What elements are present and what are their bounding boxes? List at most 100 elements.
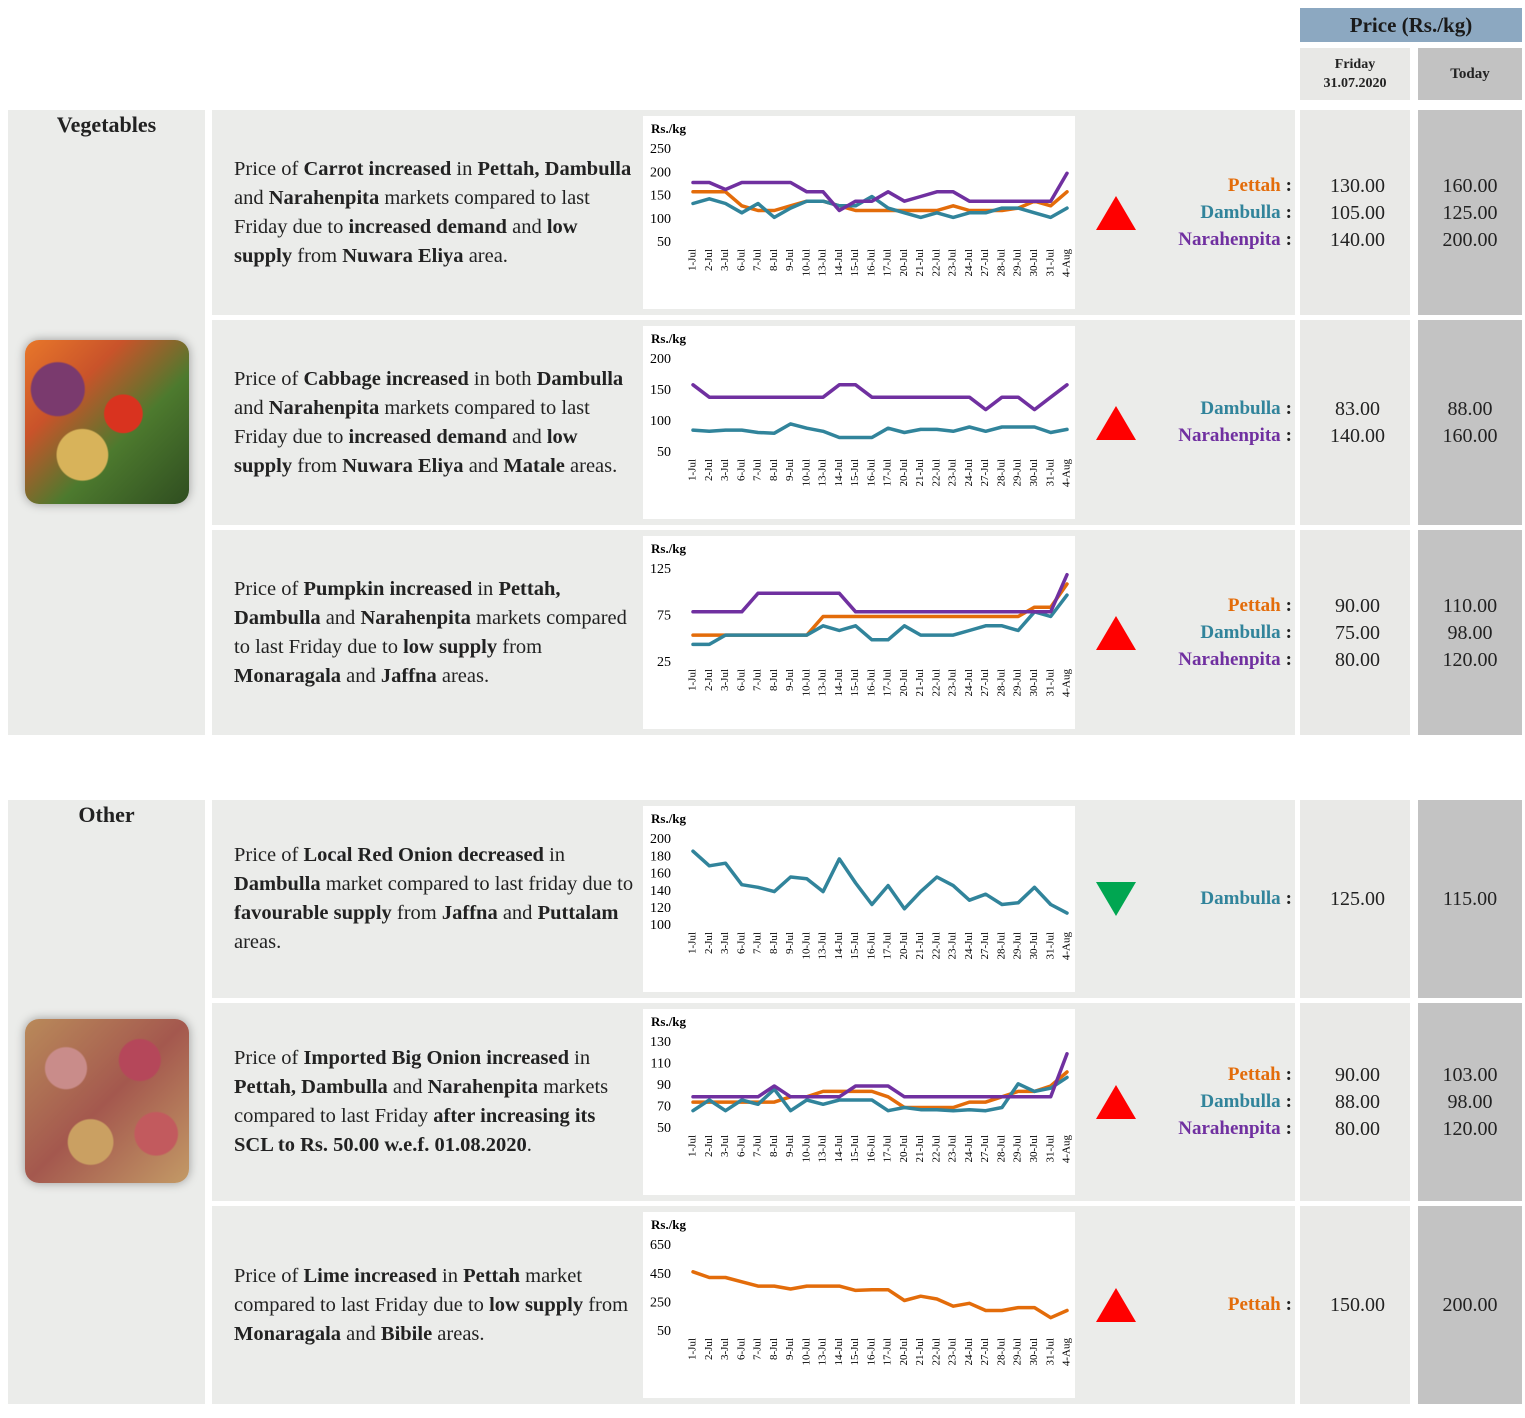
x-tick-label: 3-Jul	[719, 1135, 731, 1157]
x-tick-label: 24-Jul	[963, 249, 975, 277]
market-name: Dambulla	[1200, 888, 1280, 909]
x-tick-label: 22-Jul	[930, 459, 942, 487]
today-price: 110.00	[1418, 592, 1522, 620]
price-chart: Rs./kg25751251-Jul2-Jul3-Jul6-Jul7-Jul8-…	[643, 536, 1075, 729]
x-tick-label: 7-Jul	[752, 249, 764, 271]
text: and	[234, 187, 269, 209]
y-axis-label: Rs./kg	[651, 1217, 687, 1232]
bold-text: Matale	[503, 455, 564, 477]
y-tick-label: 250	[650, 142, 671, 157]
text: in	[437, 1265, 463, 1287]
x-tick-label: 20-Jul	[898, 459, 910, 487]
separator: :	[1286, 229, 1292, 250]
market-label: Pettah:	[1090, 1061, 1292, 1089]
price-header: Price (Rs./kg)	[1300, 8, 1522, 42]
x-tick-label: 1-Jul	[687, 1135, 699, 1157]
market-label: Narahenpita:	[1090, 646, 1292, 674]
text: from	[292, 455, 342, 477]
today-price: 160.00	[1418, 172, 1522, 200]
friday-price: 80.00	[1300, 1115, 1415, 1143]
bold-text: Monaragala	[234, 1323, 341, 1345]
bold-text: Nuwara Eliya	[342, 245, 463, 267]
series-line	[693, 851, 1067, 913]
y-tick-label: 250	[650, 1296, 671, 1311]
x-tick-label: 17-Jul	[882, 249, 894, 277]
separator: :	[1286, 1091, 1292, 1112]
text: Price of	[234, 578, 303, 600]
series-line	[693, 173, 1067, 210]
bold-text: favourable supply	[234, 902, 392, 924]
price-chart: Rs./kg502504506501-Jul2-Jul3-Jul6-Jul7-J…	[643, 1212, 1075, 1398]
x-tick-label: 13-Jul	[817, 459, 829, 487]
x-tick-label: 27-Jul	[979, 932, 991, 960]
x-tick-label: 27-Jul	[979, 459, 991, 487]
text: from	[292, 245, 342, 267]
bold-text: Jaffna	[381, 665, 437, 687]
x-tick-label: 4-Aug	[1061, 249, 1073, 278]
x-tick-label: 2-Jul	[703, 459, 715, 481]
bold-text: Dambulla	[234, 873, 321, 895]
x-tick-label: 7-Jul	[752, 932, 764, 954]
x-tick-label: 20-Jul	[898, 1338, 910, 1366]
x-tick-label: 21-Jul	[914, 1135, 926, 1163]
text: in	[569, 1047, 590, 1069]
x-tick-label: 9-Jul	[784, 249, 796, 271]
x-tick-label: 6-Jul	[735, 1338, 747, 1360]
bold-text: Pumpkin increased	[303, 578, 472, 600]
x-tick-label: 13-Jul	[817, 669, 829, 697]
x-tick-label: 22-Jul	[930, 1338, 942, 1366]
x-tick-label: 3-Jul	[719, 1338, 731, 1360]
x-tick-label: 30-Jul	[1028, 669, 1040, 697]
x-tick-label: 29-Jul	[1012, 669, 1024, 697]
separator: :	[1286, 649, 1292, 670]
text: and	[464, 455, 504, 477]
x-tick-label: 14-Jul	[833, 1135, 845, 1163]
x-tick-label: 20-Jul	[898, 932, 910, 960]
separator: :	[1286, 398, 1292, 419]
text: .	[527, 1134, 532, 1156]
x-tick-label: 29-Jul	[1012, 1338, 1024, 1366]
text: and	[321, 607, 361, 629]
x-tick-label: 31-Jul	[1044, 459, 1056, 487]
x-tick-label: 10-Jul	[800, 669, 812, 697]
page: Price (Rs./kg)Friday31.07.2020TodayVeget…	[0, 0, 1525, 1418]
x-tick-label: 10-Jul	[800, 1135, 812, 1163]
market-label: Pettah:	[1090, 592, 1292, 620]
price-chart: Rs./kg501001502001-Jul2-Jul3-Jul6-Jul7-J…	[643, 326, 1075, 519]
x-tick-label: 1-Jul	[687, 669, 699, 691]
price-chart: Rs./kg501001502002501-Jul2-Jul3-Jul6-Jul…	[643, 116, 1075, 309]
x-tick-label: 16-Jul	[865, 669, 877, 697]
y-tick-label: 50	[657, 1324, 671, 1339]
x-tick-label: 3-Jul	[719, 932, 731, 954]
text: in	[544, 844, 565, 866]
separator: :	[1286, 175, 1292, 196]
x-tick-label: 17-Jul	[882, 932, 894, 960]
friday-price: 125.00	[1300, 885, 1415, 913]
y-tick-label: 25	[657, 655, 671, 670]
market-label: Dambulla:	[1090, 619, 1292, 647]
x-tick-label: 31-Jul	[1044, 669, 1056, 697]
x-tick-label: 22-Jul	[930, 932, 942, 960]
today-price: 98.00	[1418, 1088, 1522, 1116]
friday-price: 83.00	[1300, 395, 1415, 423]
y-tick-label: 110	[651, 1057, 671, 1072]
y-axis-label: Rs./kg	[651, 331, 687, 346]
today-price: 120.00	[1418, 646, 1522, 674]
market-label: Narahenpita:	[1090, 1115, 1292, 1143]
description-text: Price of Imported Big Onion increased in…	[234, 1044, 639, 1160]
x-tick-label: 10-Jul	[800, 459, 812, 487]
x-tick-label: 22-Jul	[930, 1135, 942, 1163]
y-tick-label: 75	[657, 609, 671, 624]
bold-text: Pettah, Dambulla	[478, 158, 632, 180]
x-tick-label: 15-Jul	[849, 1338, 861, 1366]
y-tick-label: 180	[650, 849, 671, 864]
today-header: Today	[1418, 48, 1522, 100]
x-tick-label: 22-Jul	[930, 249, 942, 277]
y-tick-label: 200	[650, 165, 671, 180]
market-name: Narahenpita	[1178, 1118, 1280, 1139]
x-tick-label: 15-Jul	[849, 459, 861, 487]
friday-label: Friday	[1335, 55, 1375, 74]
x-tick-label: 21-Jul	[914, 669, 926, 697]
x-tick-label: 4-Aug	[1061, 932, 1073, 961]
